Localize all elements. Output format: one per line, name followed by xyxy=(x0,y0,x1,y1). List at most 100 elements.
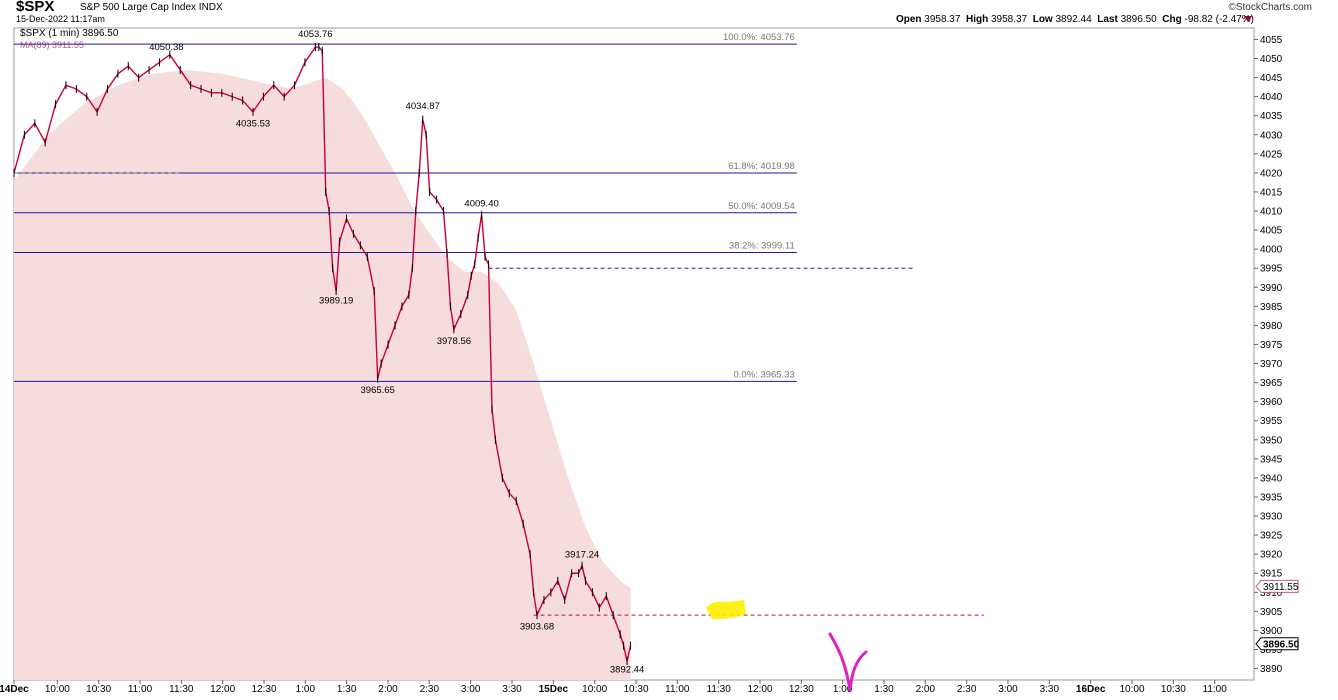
ohlc-summary: Open 3958.37 High 3958.37 Low 3892.44 La… xyxy=(896,14,1254,25)
x-tick-label: 10:30 xyxy=(623,684,648,695)
chart-index-name: S&P 500 Large Cap Index INDX xyxy=(80,2,223,13)
x-tick-label: 15Dec xyxy=(539,684,569,695)
price-annotation: 4035.53 xyxy=(236,119,270,130)
x-tick-label: 16Dec xyxy=(1076,684,1106,695)
y-tick-label: 4045 xyxy=(1260,73,1283,84)
y-tick-label: 3980 xyxy=(1260,321,1283,332)
y-tick-label: 3940 xyxy=(1260,473,1283,484)
tag-text: 3911.55 xyxy=(1263,582,1299,593)
x-tick-label: 12:30 xyxy=(251,684,276,695)
y-tick-label: 4035 xyxy=(1260,111,1283,122)
x-tick-label: 10:00 xyxy=(45,684,70,695)
legend-ma-series: MA(89) 3911.55 xyxy=(20,40,84,50)
price-annotation: 4053.76 xyxy=(298,29,332,40)
fib-label: 100.0%: 4053.76 xyxy=(723,32,795,43)
y-tick-label: 4005 xyxy=(1260,226,1283,237)
x-tick-label: 1:30 xyxy=(874,684,894,695)
price-annotation: 3965.65 xyxy=(361,385,395,396)
x-tick-label: 10:00 xyxy=(1119,684,1144,695)
price-annotation: 3903.68 xyxy=(520,621,554,632)
y-tick-label: 4015 xyxy=(1260,187,1283,198)
last-label: Last xyxy=(1097,14,1118,25)
fib-label: 61.8%: 4019.98 xyxy=(728,161,795,172)
y-tick-label: 4030 xyxy=(1260,130,1283,141)
price-annotation: 3978.56 xyxy=(437,336,471,347)
x-tick-label: 11:00 xyxy=(1203,684,1228,695)
y-tick-label: 4050 xyxy=(1260,54,1283,65)
tag-box xyxy=(1255,579,1299,593)
y-tick-label: 3895 xyxy=(1260,645,1283,656)
x-tick-label: 3:00 xyxy=(461,684,481,695)
down-arrow-icon xyxy=(1244,16,1252,22)
chart-date: 15-Dec-2022 11:17am xyxy=(16,14,105,24)
last-value-tag: 3896.50 xyxy=(1255,637,1300,651)
x-tick-label: 3:00 xyxy=(998,684,1018,695)
x-tick-label: 11:00 xyxy=(128,684,153,695)
y-tick-label: 3905 xyxy=(1260,607,1283,618)
x-tick-label: 12:30 xyxy=(789,684,814,695)
price-annotation: 4050.38 xyxy=(149,42,183,53)
index-name: S&P 500 Large Cap Index xyxy=(80,2,197,13)
x-tick-label: 3:30 xyxy=(502,684,522,695)
y-tick-label: 3970 xyxy=(1260,359,1283,370)
y-tick-label: 3955 xyxy=(1260,416,1283,427)
y-tick-label: 4040 xyxy=(1260,92,1283,103)
y-tick-label: 4025 xyxy=(1260,149,1283,160)
chart-symbol: $SPX xyxy=(16,0,55,15)
yellow-highlight-mark xyxy=(706,600,746,620)
y-tick-label: 3965 xyxy=(1260,378,1283,389)
x-tick-label: 10:00 xyxy=(582,684,607,695)
x-tick-label: 14Dec xyxy=(0,684,29,695)
y-tick-label: 3985 xyxy=(1260,302,1283,313)
price-annotation: 3917.24 xyxy=(565,550,599,561)
magenta-arrow-mark xyxy=(828,632,868,692)
ma-area xyxy=(14,69,631,680)
y-tick-label: 3935 xyxy=(1260,492,1283,503)
y-tick-label: 3920 xyxy=(1260,550,1283,561)
low-value: 3892.44 xyxy=(1055,14,1092,25)
price-annotation: 3989.19 xyxy=(319,295,353,306)
high-value: 3958.37 xyxy=(991,14,1028,25)
x-tick-label: 10:30 xyxy=(86,684,111,695)
low-label: Low xyxy=(1032,14,1053,25)
chg-value: -98.82 (-2.47%) xyxy=(1184,14,1254,25)
x-tick-label: 2:30 xyxy=(420,684,440,695)
last-value-tag: 3911.55 xyxy=(1255,579,1299,593)
x-tick-label: 12:00 xyxy=(210,684,235,695)
last-value: 3896.50 xyxy=(1120,14,1157,25)
fib-label: 38.2%: 3999.11 xyxy=(729,241,795,252)
x-tick-label: 2:00 xyxy=(916,684,936,695)
x-tick-label: 10:30 xyxy=(1161,684,1186,695)
y-tick-label: 3910 xyxy=(1260,588,1283,599)
x-tick-label: 12:00 xyxy=(747,684,772,695)
y-tick-label: 3890 xyxy=(1260,664,1283,675)
y-tick-label: 3925 xyxy=(1260,531,1283,542)
open-value: 3958.37 xyxy=(924,14,961,25)
y-tick-label: 3900 xyxy=(1260,626,1283,637)
y-tick-label: 3950 xyxy=(1260,435,1283,446)
chg-label: Chg xyxy=(1162,14,1182,25)
y-tick-label: 3960 xyxy=(1260,397,1283,408)
fib-label: 50.0%: 4009.54 xyxy=(728,201,795,212)
exchange-code: INDX xyxy=(198,2,223,13)
y-tick-label: 4000 xyxy=(1260,245,1283,256)
y-tick-label: 3930 xyxy=(1260,512,1283,523)
high-label: High xyxy=(966,14,989,25)
price-annotation: 3892.44 xyxy=(610,664,644,675)
y-tick-label: 4055 xyxy=(1260,35,1283,46)
price-annotation: 4009.40 xyxy=(464,198,498,209)
legend-price-series: $SPX (1 min) 3896.50 xyxy=(20,28,119,39)
fib-label: 0.0%: 3965.33 xyxy=(734,369,795,380)
x-tick-label: 1:00 xyxy=(833,684,853,695)
tag-text: 3896.50 xyxy=(1263,639,1300,650)
y-tick-label: 4010 xyxy=(1260,207,1283,218)
x-tick-label: 1:30 xyxy=(337,684,357,695)
open-label: Open xyxy=(895,14,922,25)
y-tick-label: 3945 xyxy=(1260,454,1283,465)
price-annotation: 4034.87 xyxy=(406,101,440,112)
x-tick-label: 11:30 xyxy=(169,684,194,695)
price-line xyxy=(13,46,632,662)
y-tick-label: 4020 xyxy=(1260,168,1283,179)
x-tick-label: 3:30 xyxy=(1040,684,1060,695)
